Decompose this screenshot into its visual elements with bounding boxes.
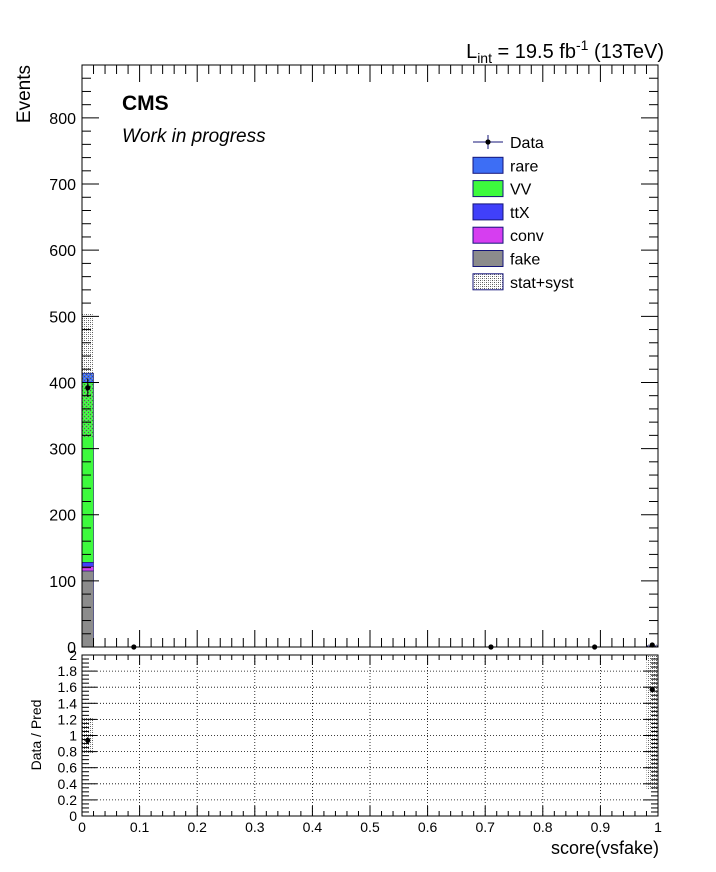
legend-swatch-conv bbox=[472, 226, 504, 244]
upper-panel: 0 100 200 300 400 500 600 700 800 bbox=[49, 64, 659, 657]
legend-label-data: Data bbox=[510, 135, 544, 152]
upper-y-tick-label-800: 800 bbox=[49, 111, 76, 128]
lumi-label: Lint = 19.5 fb-1 (13TeV) bbox=[466, 37, 664, 66]
x-tick-label-0.8: 0.8 bbox=[533, 819, 553, 835]
upper-y-tick-label-200: 200 bbox=[49, 508, 76, 525]
upper-y-tick-label-0: 0 bbox=[67, 640, 76, 657]
data-point-4 bbox=[649, 642, 655, 648]
x-tick-label-0: 0 bbox=[78, 819, 86, 835]
bar-conv-bin-0 bbox=[81, 566, 94, 572]
ratio-point-0 bbox=[85, 737, 91, 743]
upper-y-tick-label-500: 500 bbox=[49, 309, 76, 326]
cms-label: CMS bbox=[122, 92, 169, 115]
legend-label-fake: fake bbox=[510, 252, 540, 269]
x-tick-label-0.2: 0.2 bbox=[187, 819, 207, 835]
upper-y-axis-title: Events bbox=[14, 65, 35, 123]
legend-label-conv: conv bbox=[510, 228, 544, 245]
legend-label-ttx: ttX bbox=[510, 205, 530, 222]
ratio-y-tick-label-1: 1 bbox=[69, 728, 77, 744]
x-tick-label-0.7: 0.7 bbox=[475, 819, 495, 835]
x-tick-label-0.4: 0.4 bbox=[303, 819, 323, 835]
ratio-y-tick-label-1.6: 1.6 bbox=[58, 679, 78, 695]
bar-fake-bin-0 bbox=[81, 570, 94, 648]
ratio-y-axis-title: Data / Pred bbox=[28, 700, 44, 771]
ratio-panel: 00.20.40.60.811.21.41.61.820 0.1 0.2 0.3 0.4… bbox=[58, 647, 663, 835]
ratio-y-tick-label-0.2: 0.2 bbox=[58, 792, 78, 808]
ratio-y-tick-label-0.8: 0.8 bbox=[58, 744, 78, 760]
x-axis-title: score(vsfake) bbox=[551, 838, 659, 858]
upper-frame bbox=[81, 64, 659, 648]
data-point-0 bbox=[85, 385, 91, 391]
x-tick-label-0.6: 0.6 bbox=[418, 819, 438, 835]
ratio-y-tick-label-0.4: 0.4 bbox=[58, 776, 78, 792]
legend-swatch-rare bbox=[472, 156, 504, 174]
work-in-progress-label: Work in progress bbox=[122, 126, 266, 147]
bar-ttx-bin-0 bbox=[81, 562, 94, 567]
ratio-y-tick-label-1.2: 1.2 bbox=[58, 711, 78, 727]
x-tick-label-0.9: 0.9 bbox=[591, 819, 611, 835]
ratio-frame bbox=[81, 654, 659, 817]
upper-plot-area bbox=[82, 65, 658, 647]
upper-y-tick-label-600: 600 bbox=[49, 243, 76, 260]
legend-label-stat-syst: stat+syst bbox=[510, 275, 574, 292]
upper-y-tick-label-700: 700 bbox=[49, 177, 76, 194]
x-tick-label-0.5: 0.5 bbox=[360, 819, 380, 835]
legend-swatch-fake bbox=[472, 250, 504, 267]
legend-swatch-ttx bbox=[472, 203, 504, 221]
legend-data-marker bbox=[485, 139, 491, 145]
ratio-y-tick-label-0.6: 0.6 bbox=[58, 760, 78, 776]
x-tick-label-0.3: 0.3 bbox=[245, 819, 265, 835]
legend-swatch-vv bbox=[472, 180, 504, 198]
x-tick-label-0.1: 0.1 bbox=[130, 819, 150, 835]
uncertainty-band-bin-0 bbox=[82, 313, 94, 439]
upper-y-tick-label-300: 300 bbox=[49, 442, 76, 459]
ratio-y-tick-label-2: 2 bbox=[69, 647, 77, 663]
legend-label-vv: VV bbox=[510, 182, 532, 199]
ratio-y-tick-label-1.8: 1.8 bbox=[58, 663, 78, 679]
legend-swatch-stat-syst bbox=[472, 273, 504, 291]
upper-y-tick-label-100: 100 bbox=[49, 574, 76, 591]
legend-label-rare: rare bbox=[510, 158, 539, 175]
ratio-y-tick-label-0: 0 bbox=[69, 808, 77, 824]
ratio-y-tick-label-1.4: 1.4 bbox=[58, 695, 78, 711]
upper-y-tick-label-400: 400 bbox=[49, 375, 76, 392]
legend: Data rare VV ttX conv fake stat+syst bbox=[472, 135, 574, 292]
ratio-uncertainty-band-1 bbox=[646, 655, 658, 790]
x-tick-label-1: 1 bbox=[654, 819, 662, 835]
